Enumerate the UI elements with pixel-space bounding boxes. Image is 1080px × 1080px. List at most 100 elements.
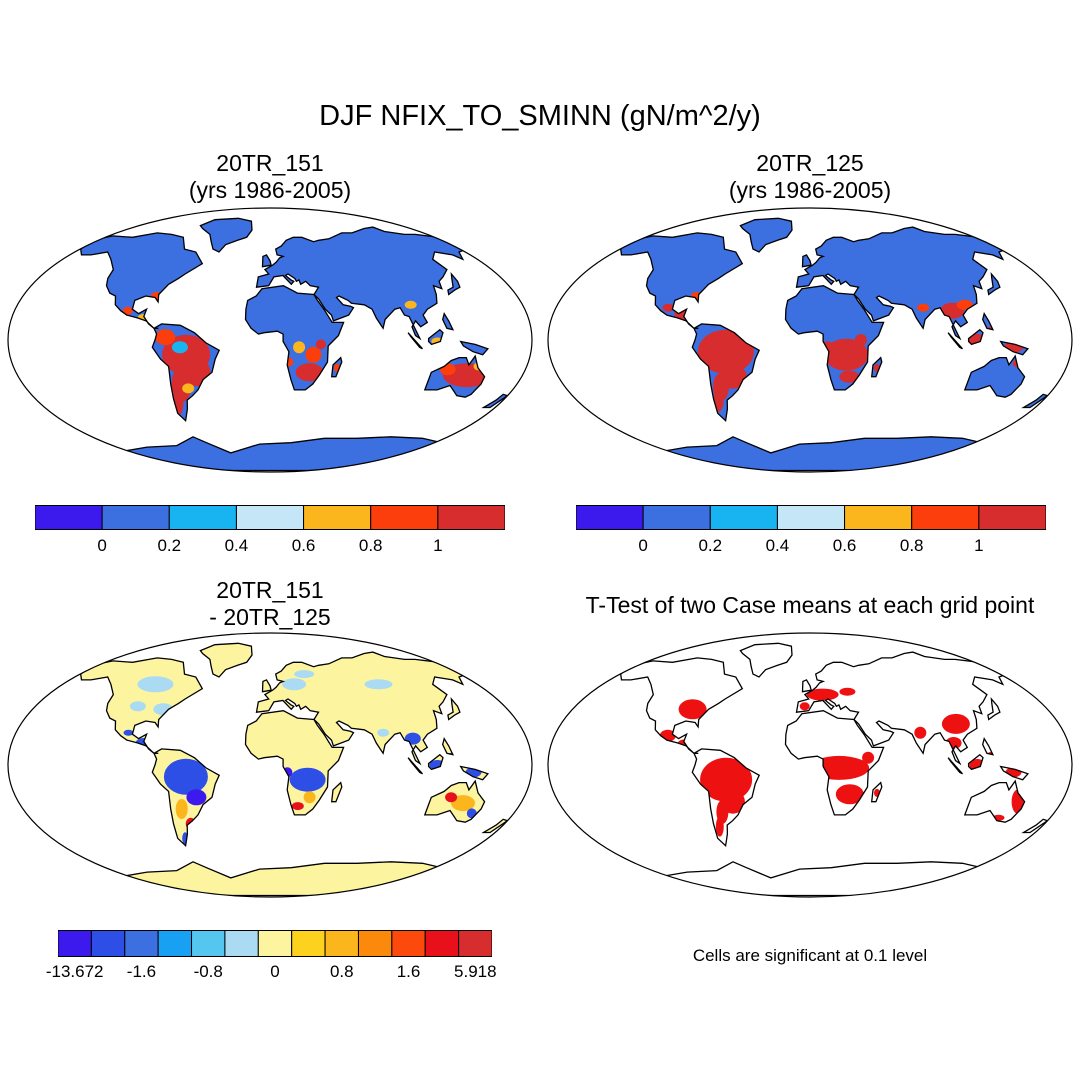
data-cell-cluster — [153, 703, 174, 716]
colorbar-swatch — [235, 505, 305, 530]
colorbar-tick-label: -1.6 — [126, 962, 157, 981]
coastline — [199, 217, 253, 253]
land-gl — [740, 218, 792, 252]
colorbar-swatch — [35, 505, 103, 530]
colorbar-tick-label: 0.2 — [698, 536, 723, 555]
coastline — [330, 781, 343, 803]
data-cell-cluster — [150, 292, 163, 300]
colorbar-swatch — [257, 930, 293, 957]
coastline — [80, 232, 204, 329]
data-cell-cluster — [291, 802, 304, 811]
land-eu — [796, 652, 1012, 764]
coastline — [967, 753, 984, 771]
coastline — [427, 753, 444, 771]
data-cell-cluster — [305, 346, 322, 363]
data-cell-cluster — [186, 789, 207, 806]
colorbar-swatch — [576, 505, 644, 530]
data-cell-cluster — [466, 808, 477, 819]
colorbar-swatch — [224, 930, 259, 957]
data-cell-cluster — [690, 292, 703, 300]
land-na — [80, 232, 203, 329]
colorbar-tick-label: 0 — [97, 536, 107, 555]
land-gl — [740, 643, 792, 677]
land-jp — [987, 274, 1000, 295]
coastline — [261, 679, 273, 693]
colorbar-swatch — [157, 930, 193, 957]
panel-title-bottom-right: T-Test of two Case means at each grid po… — [585, 592, 1035, 618]
data-cell-cluster — [678, 699, 707, 720]
colorbar-swatch — [391, 930, 426, 957]
colorbar-swatch — [357, 930, 393, 957]
coastline — [459, 765, 490, 781]
colorbar-labels-case-125: 0 0.2 0.4 0.6 0.8 1 — [576, 536, 1046, 556]
coastline — [407, 757, 423, 775]
colorbar-difference — [58, 930, 492, 957]
map-difference — [7, 632, 533, 898]
data-cell-cluster — [862, 751, 875, 764]
colorbar-tick-label: 0.4 — [765, 536, 790, 555]
colorbar-swatch — [370, 505, 439, 530]
data-cell-cluster — [182, 383, 195, 394]
coastline — [963, 354, 1026, 398]
panel-title-line2: (yrs 1986-2005) — [188, 177, 352, 203]
colorbar-swatch — [124, 930, 159, 957]
colorbar-tick-label: 0.6 — [291, 536, 316, 555]
coastline — [947, 757, 963, 775]
map-border — [7, 207, 533, 473]
colorbar-swatch — [911, 505, 980, 530]
coastline — [481, 393, 509, 409]
coastline — [987, 272, 1001, 296]
panel-title-bottom-left: 20TR_151 - 20TR_125 — [5, 577, 535, 631]
colorbar-swatch — [90, 930, 126, 957]
land-af — [245, 285, 344, 390]
coastline — [999, 340, 1030, 356]
colorbar-swatch — [844, 505, 913, 530]
panel-title-line1: 20TR_151 — [216, 150, 324, 176]
data-cell-cluster — [697, 329, 754, 374]
data-cell-cluster — [917, 303, 930, 312]
data-cell-cluster — [289, 767, 326, 792]
land-uk — [802, 254, 812, 267]
data-cell-cluster — [956, 299, 973, 310]
map-border — [547, 207, 1073, 473]
land-an — [83, 861, 457, 896]
data-cell-cluster — [404, 732, 421, 745]
coastline — [999, 765, 1030, 781]
colorbar-swatch — [709, 505, 778, 530]
land-uk — [262, 679, 272, 692]
land-au — [964, 356, 1025, 398]
coastline — [870, 781, 883, 803]
colorbar-tick-label: 0.8 — [358, 536, 383, 555]
map-case-125 — [547, 207, 1073, 473]
colorbar-swatch — [303, 505, 372, 530]
coastline — [947, 332, 963, 350]
coastline — [151, 748, 221, 848]
panel-title-top-left: 20TR_151 (yrs 1986-2005) — [5, 150, 535, 204]
data-cell-cluster — [155, 329, 176, 346]
land-uk — [802, 679, 812, 692]
data-cell-cluster — [854, 334, 867, 346]
coastline — [795, 651, 1013, 766]
data-cell-cluster — [821, 341, 834, 354]
colorbar-tick-label: 1.6 — [396, 962, 421, 981]
coastline — [739, 642, 793, 678]
panel-title-line2: (yrs 1986-2005) — [728, 177, 892, 203]
coastline — [870, 356, 883, 378]
colorbar-tick-label: 0 — [638, 536, 648, 555]
coastline — [199, 642, 253, 678]
coastline — [967, 328, 984, 346]
colorbar-swatch — [776, 505, 846, 530]
colorbar-labels-difference: -13.672 -1.6 -0.8 0 0.8 1.6 5.918 — [46, 962, 497, 982]
data-cell-cluster — [824, 338, 869, 371]
colorbar-swatch — [642, 505, 711, 530]
coastline — [423, 354, 486, 398]
land-jp — [987, 699, 1000, 720]
coastline — [447, 272, 461, 296]
coastline — [784, 710, 885, 816]
colorbar-case-125 — [576, 505, 1046, 530]
coastline — [427, 328, 444, 346]
land-uk — [262, 254, 272, 267]
data-cell-cluster — [175, 799, 188, 819]
panel-title-line1: 20TR_125 — [756, 150, 864, 176]
colorbar-swatch — [101, 505, 170, 530]
